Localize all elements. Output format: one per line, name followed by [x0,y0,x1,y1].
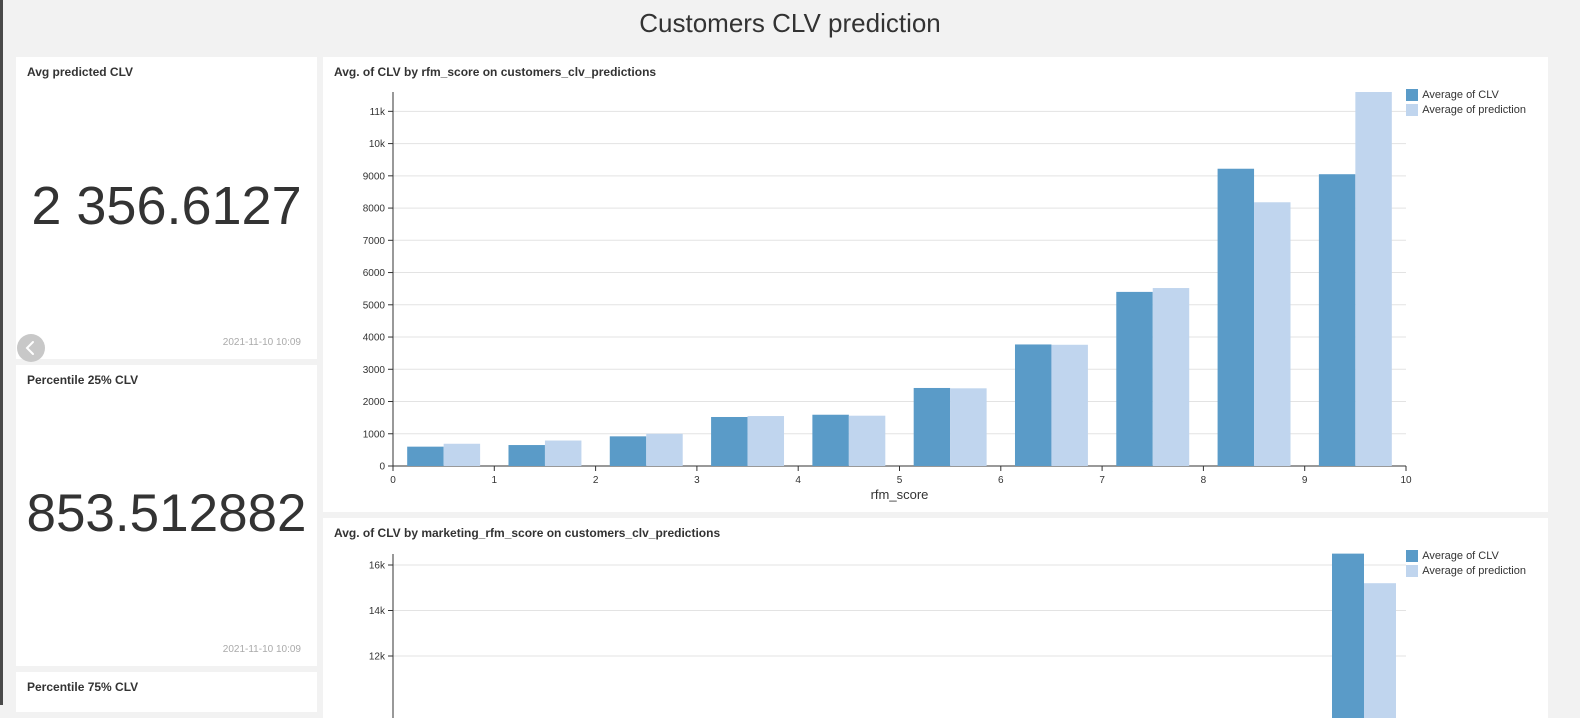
x-tick-label: 9 [1302,475,1308,486]
chart-legend: Average of CLV Average of prediction [1406,87,1526,117]
legend-label: Average of CLV [1422,549,1499,562]
bar-average-prediction [848,415,886,466]
chart-title: Avg. of CLV by rfm_score on customers_cl… [334,65,657,79]
y-tick-label: 11k [370,107,386,118]
kpi-timestamp: 2021-11-10 10:09 [222,337,301,348]
x-tick-label: 2 [593,475,599,486]
x-tick-label: 1 [492,475,498,486]
legend-item-clv[interactable]: Average of CLV [1406,548,1526,563]
bar-average-prediction [544,440,582,466]
bar-average-clv [1318,174,1356,466]
bar-chart-rfm-score: 0 1000 2000 3000 4000 5000 6000 7000 8000 9000 10k… [363,92,1412,502]
bar-average-prediction [1254,202,1291,467]
y-tick-label: 1000 [363,429,386,440]
bar-average-clv [913,387,951,466]
legend-item-prediction[interactable]: Average of prediction [1406,102,1526,117]
x-tick-label: 5 [897,475,903,486]
y-tick-label: 7000 [363,236,386,247]
y-tick-label: 16k [369,561,386,572]
x-tick-label: 6 [998,475,1004,486]
bar-average-prediction [1051,344,1088,466]
y-tick-label: 3000 [363,365,386,376]
x-tick-label: 10 [1400,475,1412,486]
bar-average-clv [812,414,849,466]
window-left-edge [0,0,3,705]
x-tick-label: 7 [1099,475,1105,486]
bar-chart-marketing-rfm-score: 12k 14k 16k [369,553,1406,718]
y-tick-label: 12k [369,652,386,663]
y-tick-label: 14k [369,606,386,617]
kpi-value: 2 356.6127 [31,176,302,236]
kpi-tile-percentile-75-clv: Percentile 75% CLV [16,672,317,712]
y-tick-label: 6000 [363,268,386,279]
x-tick-label: 0 [390,475,396,486]
bar-average-clv [1014,344,1052,466]
kpi-title: Percentile 75% CLV [27,680,139,694]
chart-tile-clv-by-marketing-rfm-score: Avg. of CLV by marketing_rfm_score on cu… [323,518,1548,718]
kpi-tile-percentile-25-clv: Percentile 25% CLV 853.512882 2021-11-10… [16,365,317,666]
bar-average-prediction [646,433,683,466]
legend-label: Average of prediction [1422,103,1526,116]
legend-swatch [1406,564,1419,577]
legend-swatch [1406,549,1419,562]
bar-average-clv [407,446,444,466]
legend-label: Average of CLV [1422,88,1499,101]
kpi-value: 853.512882 [26,484,307,543]
legend-item-prediction[interactable]: Average of prediction [1406,563,1526,578]
kpi-title: Percentile 25% CLV [27,373,139,387]
x-tick-label: 4 [795,475,801,486]
kpi-title: Avg predicted CLV [27,65,134,79]
y-tick-label: 4000 [363,333,386,344]
bar-average-clv [609,436,647,466]
bar-average-prediction [1152,288,1190,466]
chevron-left-icon [25,341,34,355]
y-tick-label: 5000 [363,300,386,311]
x-tick-label: 8 [1201,475,1207,486]
page-title: Customers CLV prediction [639,8,941,38]
y-tick-label: 9000 [363,171,386,182]
bar-average-clv [1116,291,1153,466]
bar-average-prediction [1364,583,1396,718]
bar-average-clv [508,445,545,466]
kpi-timestamp: 2021-11-10 10:09 [222,644,301,655]
bar-average-clv [1217,168,1255,466]
bar-average-clv [1332,553,1364,718]
kpi-tile-avg-predicted-clv: Avg predicted CLV 2 356.6127 2021-11-10 … [16,57,317,359]
bar-average-prediction [747,416,785,466]
legend-swatch [1406,88,1419,101]
chart-title: Avg. of CLV by marketing_rfm_score on cu… [334,526,721,540]
y-tick-label: 0 [379,462,385,473]
bar-average-prediction [950,388,987,466]
bar-average-prediction [443,443,481,466]
legend-item-clv[interactable]: Average of CLV [1406,87,1526,102]
collapse-panel-button[interactable] [17,334,45,362]
y-tick-label: 8000 [363,204,386,215]
legend-label: Average of prediction [1422,564,1526,577]
y-tick-label: 2000 [363,397,386,408]
legend-swatch [1406,103,1419,116]
x-tick-label: 3 [694,475,700,486]
chart-tile-clv-by-rfm-score: Avg. of CLV by rfm_score on customers_cl… [323,57,1548,512]
bar-average-clv [711,416,748,466]
chart-legend: Average of CLV Average of prediction [1406,548,1526,578]
x-axis-title: rfm_score [871,487,929,502]
y-tick-label: 10k [369,139,386,150]
bar-average-prediction [1355,92,1392,466]
